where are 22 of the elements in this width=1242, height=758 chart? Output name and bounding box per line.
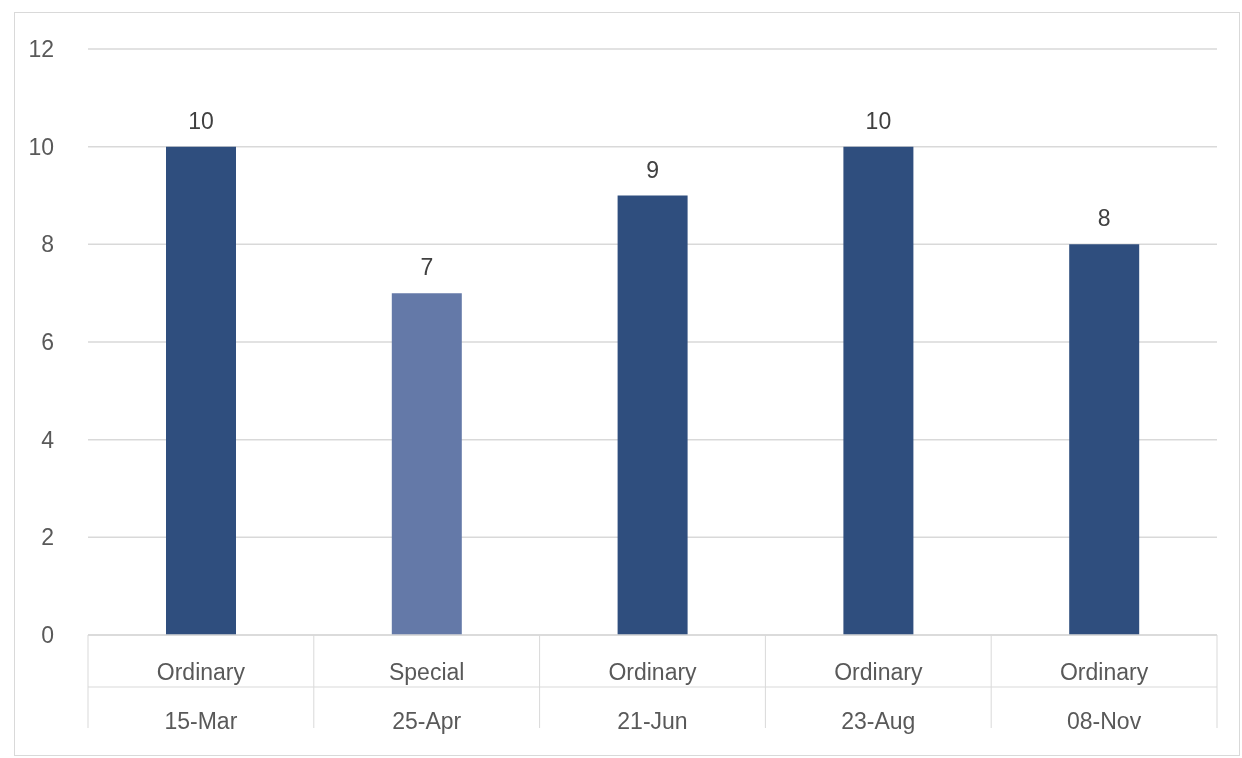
x-tick-label: Ordinary 23-Aug: [834, 659, 923, 734]
bar: [391, 293, 462, 635]
y-tick-label: 6: [41, 329, 54, 356]
data-label: 10: [865, 107, 892, 134]
x-tick-label: Ordinary 08-Nov: [1060, 659, 1149, 734]
y-tick-label: 0: [41, 622, 54, 649]
data-label: 10: [188, 107, 214, 134]
y-tick-label: 12: [28, 36, 54, 63]
y-tick-label: 10: [28, 133, 54, 160]
x-tick-label: Ordinary 21-Jun: [608, 659, 698, 734]
bar: [166, 146, 236, 635]
bar: [843, 146, 914, 635]
data-label: 9: [646, 156, 659, 183]
y-tick-label: 4: [41, 426, 55, 453]
y-tick-label: 2: [41, 524, 54, 551]
bar: [1069, 244, 1140, 635]
x-tick-label: Special 25-Apr: [388, 659, 465, 734]
x-tick-label: Ordinary 15-Mar: [156, 659, 246, 734]
data-label: 7: [420, 254, 434, 281]
y-tick-label: 8: [41, 231, 54, 258]
data-label: 8: [1097, 205, 1111, 232]
bar: [617, 195, 688, 635]
